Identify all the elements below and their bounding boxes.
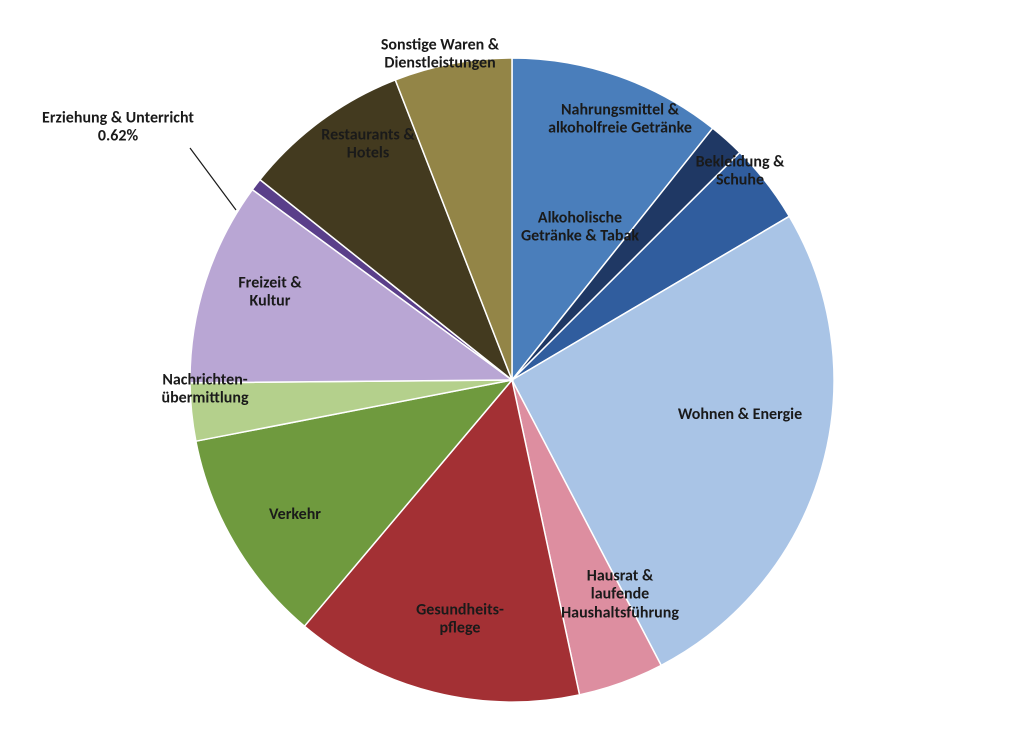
leader-line-erziehung [190, 148, 236, 210]
pie-chart-container: Nahrungsmittel & alkoholfreie GetränkeAl… [0, 0, 1024, 730]
pie-chart-svg [0, 0, 1024, 730]
